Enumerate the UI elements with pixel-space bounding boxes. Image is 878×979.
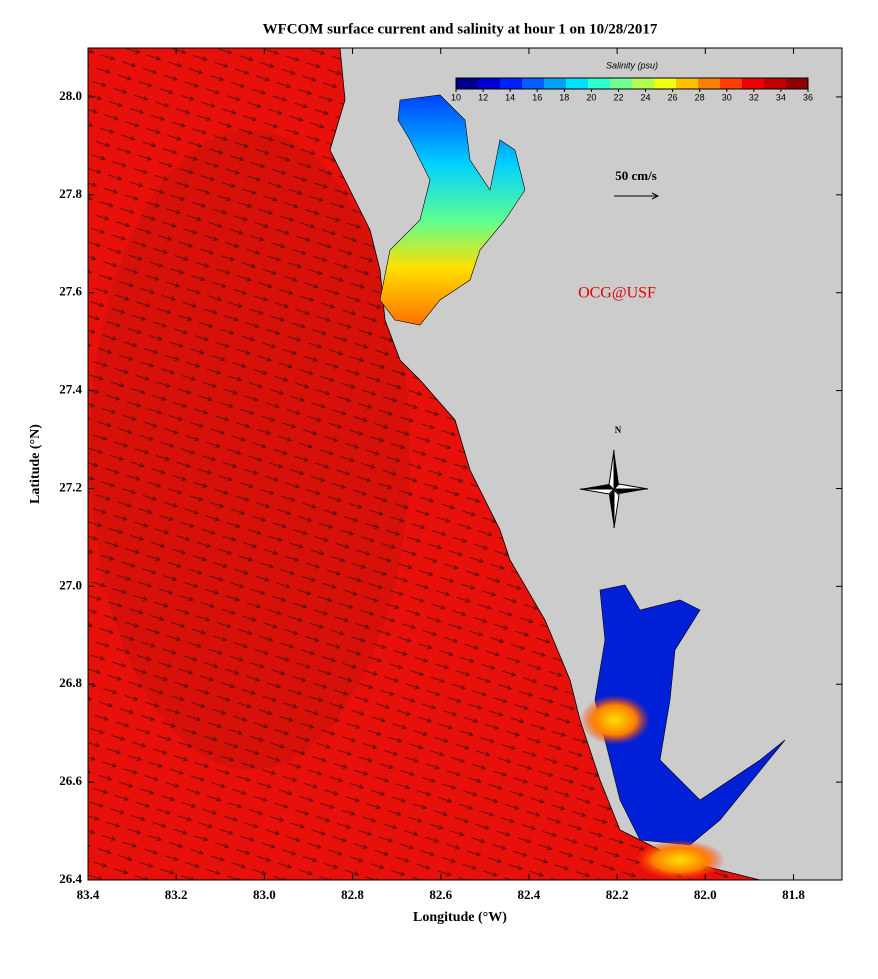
- north-label: N: [615, 425, 622, 435]
- colorbar-tick-label: 26: [668, 92, 678, 102]
- x-tick-label: 82.2: [606, 887, 629, 902]
- x-axis-label: Longitude (°W): [413, 910, 507, 925]
- y-tick-label: 26.4: [59, 871, 82, 886]
- colorbar-cell: [456, 78, 479, 89]
- colorbar-cell: [720, 78, 743, 89]
- y-tick-label: 27.2: [59, 479, 82, 494]
- colorbar-tick-label: 14: [505, 92, 515, 102]
- y-tick-label: 26.6: [59, 773, 82, 788]
- colorbar-tick-label: 36: [803, 92, 813, 102]
- colorbar-cell: [478, 78, 501, 89]
- colorbar-cell: [588, 78, 611, 89]
- x-tick-label: 81.8: [782, 887, 805, 902]
- y-tick-label: 26.8: [59, 675, 82, 690]
- colorbar-cell: [676, 78, 699, 89]
- colorbar-tick-label: 12: [478, 92, 488, 102]
- colorbar-cell: [698, 78, 721, 89]
- map-area: [88, 48, 842, 880]
- colorbar-tick-label: 30: [722, 92, 732, 102]
- colorbar-cell: [500, 78, 523, 89]
- plot-frame: [87, 47, 843, 881]
- colorbar-cell: [544, 78, 567, 89]
- x-tick-label: 82.6: [429, 887, 452, 902]
- charlotte-harbor: [594, 584, 786, 846]
- colorbar-tick-label: 18: [559, 92, 569, 102]
- colorbar-label: Salinity (psu): [606, 60, 658, 70]
- x-tick-label: 82.4: [518, 887, 541, 902]
- x-tick-label: 83.0: [253, 887, 276, 902]
- bay-entrance: [635, 840, 725, 880]
- x-tick-label: 83.4: [77, 887, 100, 902]
- colorbar-cell: [632, 78, 655, 89]
- colorbar-cell: [764, 78, 787, 89]
- colorbar-tick-label: 20: [586, 92, 596, 102]
- harbor-entrance: [580, 695, 650, 745]
- y-tick-label: 27.0: [59, 577, 82, 592]
- title: WFCOM surface current and salinity at ho…: [263, 21, 658, 37]
- colorbar-frame: [455, 77, 809, 90]
- colorbar-tick-label: 22: [613, 92, 623, 102]
- colorbar-cell: [610, 78, 633, 89]
- y-axis-label: Latitude (°N): [28, 424, 43, 504]
- credit: OCG@USF: [578, 285, 656, 302]
- colorbar-cell: [522, 78, 545, 89]
- x-tick-label: 83.2: [165, 887, 188, 902]
- colorbar-tick-label: 10: [451, 92, 461, 102]
- x-tick-label: 82.8: [341, 887, 364, 902]
- y-tick-label: 27.6: [59, 284, 82, 299]
- colorbar-tick-label: 32: [749, 92, 759, 102]
- colorbar-cell: [654, 78, 677, 89]
- scale-label: 50 cm/s: [615, 168, 657, 183]
- x-tick-label: 82.0: [694, 887, 717, 902]
- colorbar-cell: [566, 78, 589, 89]
- y-tick-label: 27.8: [59, 186, 82, 201]
- colorbar-cell: [786, 78, 809, 89]
- colorbar-tick-label: 24: [641, 92, 651, 102]
- tampa-bay: [379, 94, 526, 326]
- colorbar-cell: [742, 78, 765, 89]
- scale-arrow-head: [651, 192, 660, 200]
- compass-rose: [579, 449, 649, 529]
- y-tick-label: 28.0: [59, 88, 82, 103]
- colorbar-tick-label: 16: [532, 92, 542, 102]
- colorbar-tick-label: 28: [695, 92, 705, 102]
- y-tick-label: 27.4: [59, 382, 82, 397]
- colorbar-tick-label: 34: [776, 92, 786, 102]
